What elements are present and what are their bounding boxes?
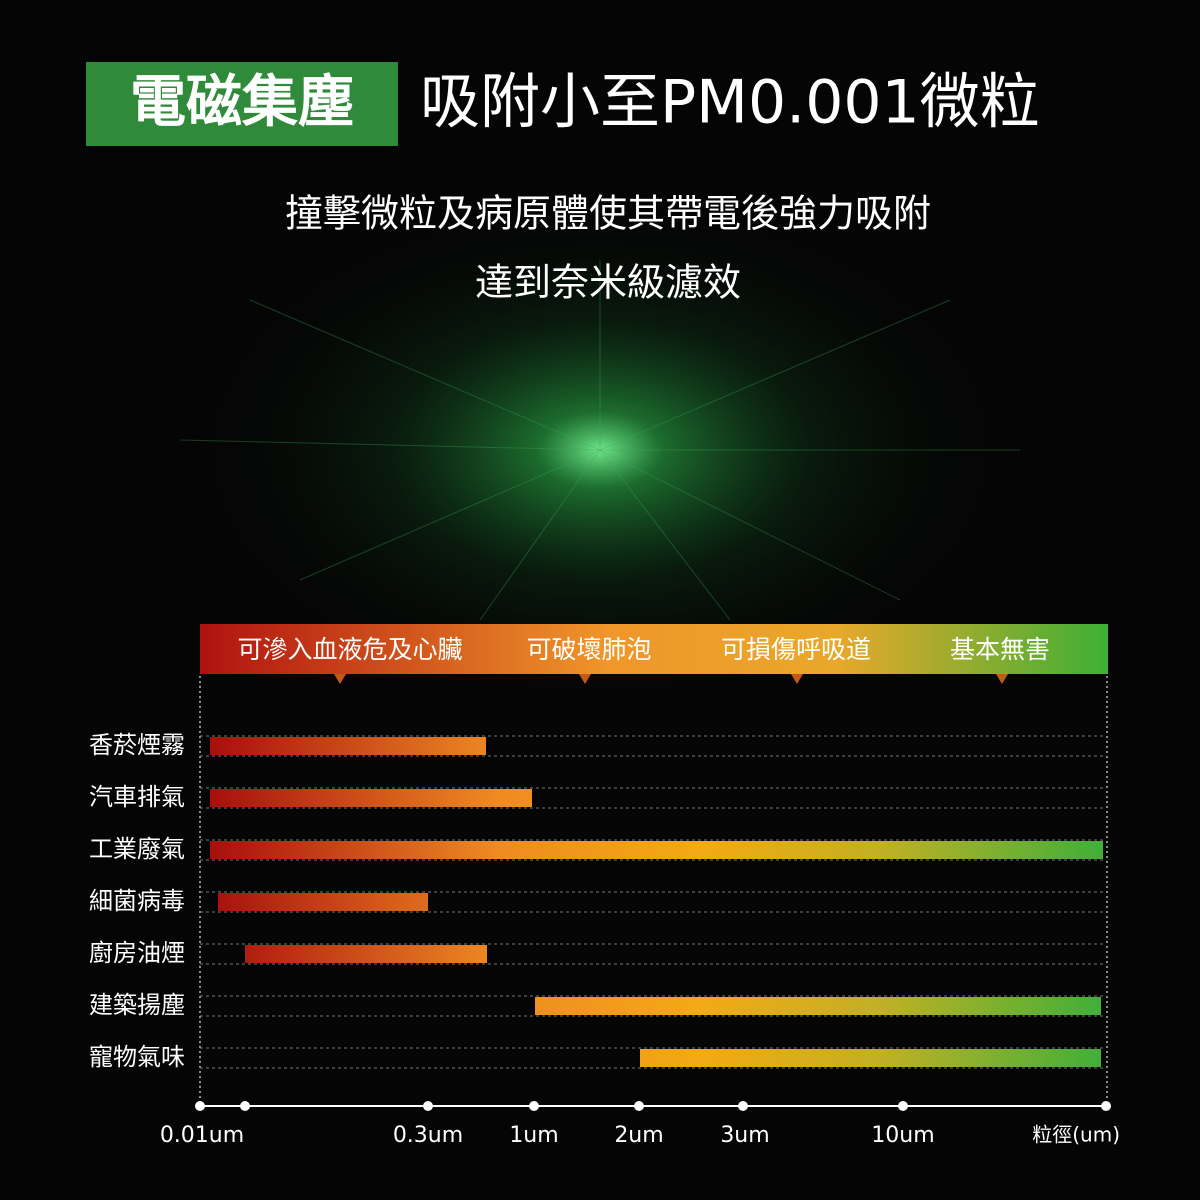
- particle-rays: [179, 260, 1020, 621]
- badge: [86, 62, 398, 146]
- range-bar: [245, 945, 487, 963]
- axis-dots: [195, 1101, 1111, 1111]
- particle-glow: [180, 190, 1020, 710]
- axis-tick-label: 1um: [509, 1123, 558, 1148]
- zone-label: 基本無害: [950, 635, 1050, 664]
- row-label: 建築揚塵: [89, 991, 185, 1019]
- zone-label: 可滲入血液危及心臟: [237, 635, 462, 664]
- zone-band: [200, 624, 1108, 674]
- row-label: 寵物氣味: [89, 1043, 185, 1071]
- row-label: 細菌病毒: [89, 887, 185, 915]
- row-label: 汽車排氣: [89, 783, 185, 811]
- zone-label: 可破壞肺泡: [526, 635, 651, 664]
- axis-tick-label: 0.01um: [160, 1123, 244, 1148]
- badge-text: 電磁集塵: [130, 70, 354, 135]
- axis-tick-label: 2um: [614, 1123, 663, 1148]
- subtitle: 達到奈米級濾效: [475, 261, 741, 305]
- axis-tick-label: 3um: [720, 1123, 769, 1148]
- axis-unit: 粒徑(um): [1032, 1123, 1120, 1147]
- range-bar: [640, 1049, 1101, 1067]
- zone-label: 可損傷呼吸道: [721, 635, 871, 664]
- zone-pointers: [334, 674, 1008, 684]
- range-bar: [210, 841, 1103, 859]
- axis-tick-label: 10um: [871, 1123, 934, 1148]
- range-bar: [210, 737, 486, 755]
- subtitle: 撞擊微粒及病原體使其帶電後強力吸附: [285, 192, 931, 236]
- range-bar: [535, 997, 1101, 1015]
- title: 吸附小至PM0.001微粒: [420, 68, 1040, 138]
- range-bar: [210, 789, 532, 807]
- row-label: 工業廢氣: [89, 835, 185, 863]
- row-label: 廚房油煙: [89, 939, 185, 967]
- range-bar: [218, 893, 428, 911]
- row-label: 香菸煙霧: [89, 731, 185, 759]
- axis-tick-label: 0.3um: [393, 1123, 463, 1148]
